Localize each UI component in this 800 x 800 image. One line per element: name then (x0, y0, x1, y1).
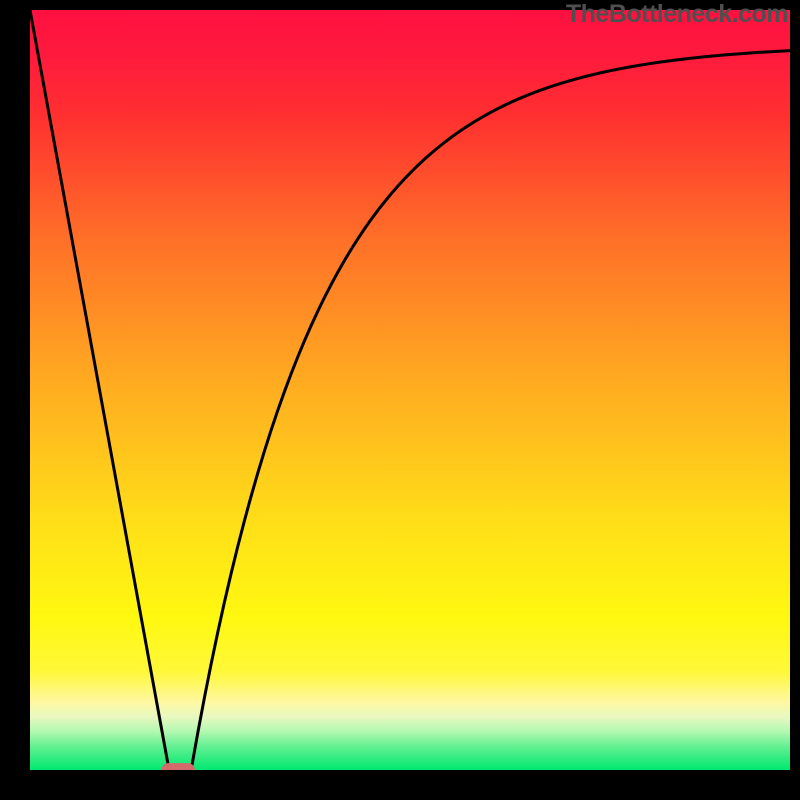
plot-gradient-background (30, 10, 790, 770)
chart-svg (0, 0, 800, 800)
bottleneck-chart: TheBottleneck.com (0, 0, 800, 800)
watermark-text: TheBottleneck.com (566, 0, 788, 29)
